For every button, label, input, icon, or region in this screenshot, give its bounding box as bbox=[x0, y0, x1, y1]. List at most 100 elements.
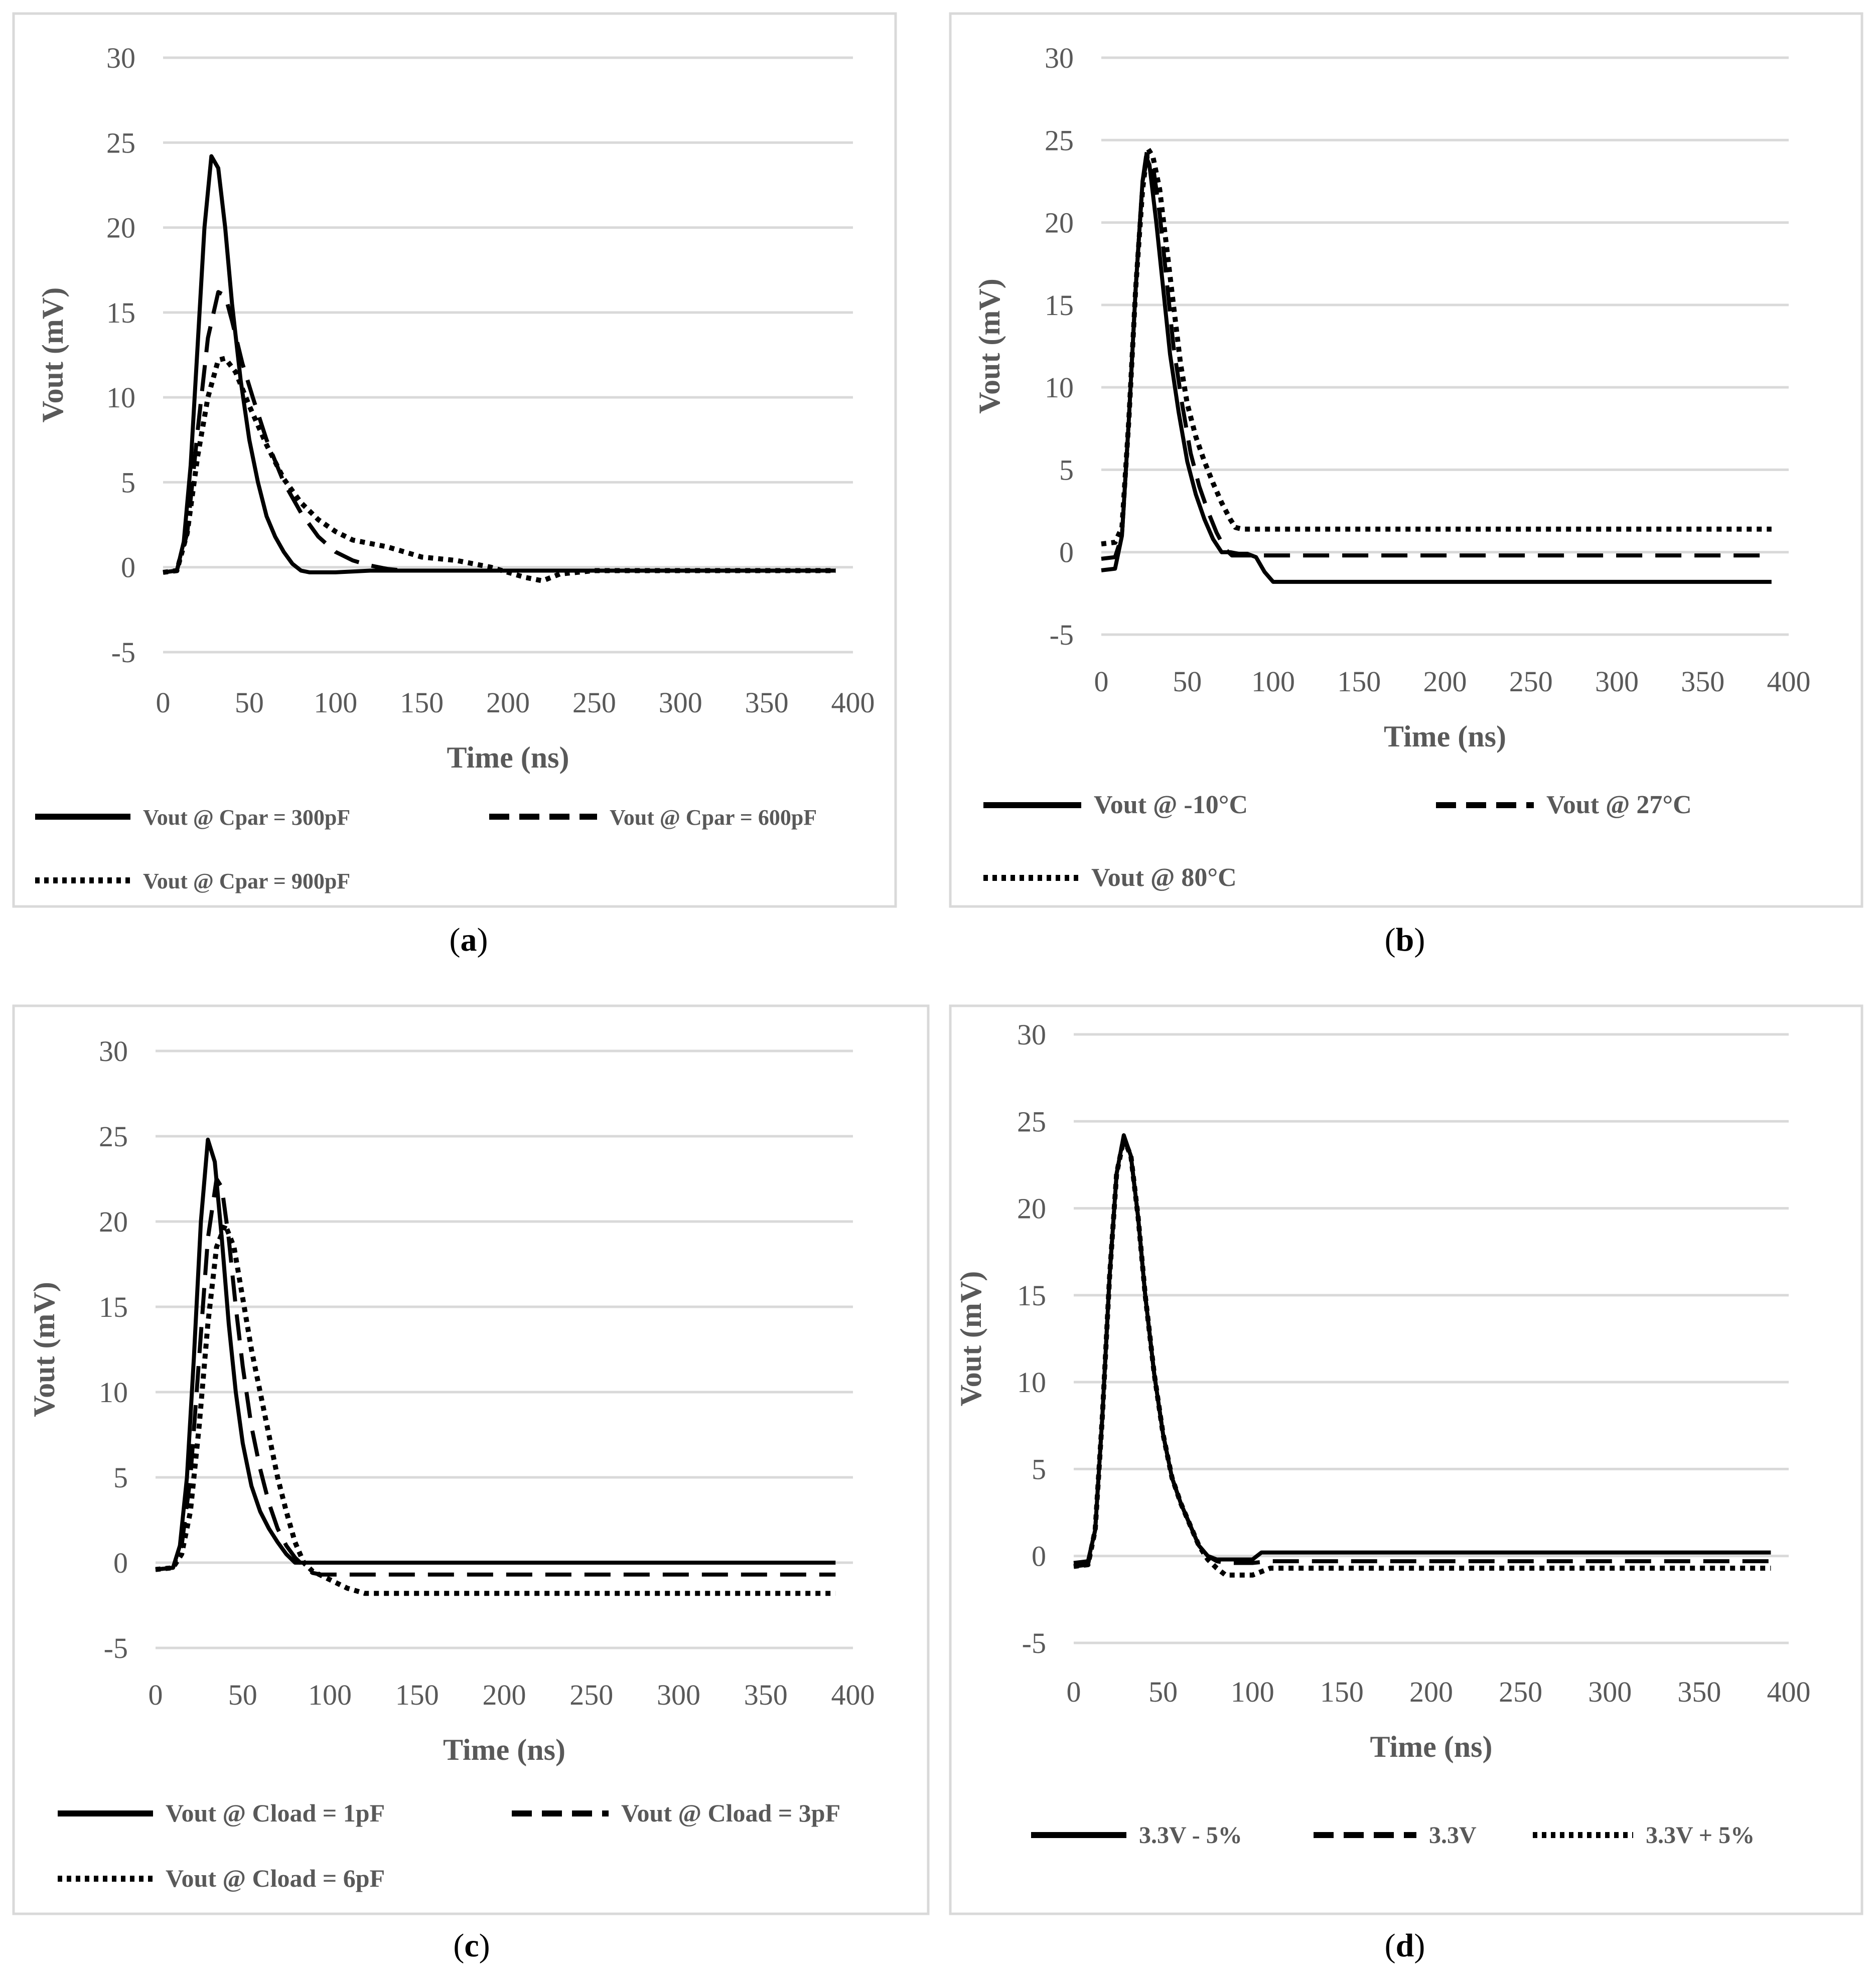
panel-c-x-tick-label: 100 bbox=[308, 1679, 352, 1711]
panel-d-caption-label: (d) bbox=[1385, 1927, 1425, 1964]
panel-b-legend-entry: Vout @ 80°C bbox=[1091, 863, 1237, 892]
panel-b-y-tick-label: 25 bbox=[1045, 124, 1074, 157]
panel-a-legend-entry: Vout @ Cpar = 900pF bbox=[143, 869, 350, 893]
panel-b-caption-label: (b) bbox=[1385, 922, 1425, 958]
panel-b-y-axis-title: Vout (mV) bbox=[973, 278, 1006, 413]
panel-a-x-axis-title: Time (ns) bbox=[447, 741, 569, 774]
panel-c-x-axis-title: Time (ns) bbox=[443, 1733, 565, 1766]
panel-d-y-tick-label: 25 bbox=[1017, 1105, 1046, 1138]
panel-b-x-tick-label: 400 bbox=[1767, 665, 1811, 698]
panel-d-y-axis-title: Vout (mV) bbox=[954, 1271, 987, 1406]
panel-d-y-tick-label: -5 bbox=[1022, 1627, 1046, 1659]
panel-a-y-tick-label: 0 bbox=[121, 551, 135, 584]
panel-b-x-tick-label: 350 bbox=[1681, 665, 1724, 698]
panel-b-y-tick-label: -5 bbox=[1050, 619, 1074, 651]
panel-d-series-dotted-line bbox=[1073, 1136, 1771, 1578]
panel-b-y-tick-label: 20 bbox=[1045, 207, 1074, 239]
panel-a-y-tick-label: 25 bbox=[106, 126, 135, 159]
panel-a-y-tick-label: 10 bbox=[106, 381, 135, 414]
panel-d-x-tick-label: 300 bbox=[1588, 1676, 1632, 1708]
panel-b-series-dotted-line bbox=[1101, 145, 1772, 547]
panel-d-frame bbox=[949, 1004, 1863, 1915]
panel-c-y-tick-label: -5 bbox=[104, 1632, 128, 1664]
panel-b-y-tick-label: 5 bbox=[1059, 453, 1074, 486]
panel-b-y-tick-label: 0 bbox=[1059, 536, 1074, 569]
panel-a-caption-label: (a) bbox=[450, 922, 488, 958]
panel-c-legend-entry: Vout @ Cload = 1pF bbox=[166, 1799, 385, 1827]
panel-c-x-tick-label: 0 bbox=[149, 1679, 163, 1711]
panel-a-series-dotted-line bbox=[163, 356, 836, 583]
panel-c-y-tick-label: 25 bbox=[99, 1120, 128, 1153]
panel-a-y-tick-label: -5 bbox=[111, 636, 135, 669]
panel-b-x-tick-label: 150 bbox=[1337, 665, 1381, 698]
panel-a-x-tick-label: 0 bbox=[156, 686, 171, 719]
panel-b-y-tick-label: 15 bbox=[1045, 289, 1074, 322]
panel-b-y-tick-label: 30 bbox=[1045, 42, 1074, 74]
panel-c-y-tick-label: 30 bbox=[99, 1035, 128, 1068]
panel-d-x-tick-label: 350 bbox=[1677, 1676, 1721, 1708]
panel-b-frame bbox=[949, 12, 1863, 908]
panel-b-x-tick-label: 50 bbox=[1173, 665, 1202, 698]
panel-c-x-tick-label: 400 bbox=[831, 1679, 875, 1711]
panel-d-y-tick-label: 30 bbox=[1017, 1018, 1046, 1051]
panel-d-y-tick-label: 15 bbox=[1017, 1279, 1046, 1312]
panel-d-legend-entry: 3.3V bbox=[1429, 1822, 1477, 1849]
panel-a-y-tick-label: 30 bbox=[106, 42, 135, 74]
panel-d-x-tick-label: 400 bbox=[1767, 1676, 1811, 1708]
panel-c-x-tick-label: 50 bbox=[228, 1679, 257, 1711]
panel-b-y-tick-label: 10 bbox=[1045, 371, 1074, 404]
panel-c-series-solid-line bbox=[155, 1137, 836, 1572]
panel-c-x-tick-label: 300 bbox=[657, 1679, 700, 1711]
panel-c-y-tick-label: 0 bbox=[113, 1547, 128, 1579]
panel-d-legend-entry: 3.3V + 5% bbox=[1646, 1822, 1755, 1849]
panel-a-x-tick-label: 100 bbox=[314, 686, 357, 719]
panel-d-x-tick-label: 50 bbox=[1148, 1676, 1178, 1708]
panel-d-y-tick-label: 20 bbox=[1017, 1192, 1046, 1225]
panel-d-y-tick-label: 0 bbox=[1032, 1540, 1046, 1573]
panel-a-y-tick-label: 5 bbox=[121, 466, 135, 499]
panel-c-y-tick-label: 5 bbox=[113, 1461, 128, 1494]
panel-d-legend-entry: 3.3V - 5% bbox=[1139, 1822, 1242, 1849]
panel-c-y-axis-title: Vout (mV) bbox=[28, 1282, 61, 1417]
panel-d-x-tick-label: 100 bbox=[1231, 1676, 1274, 1708]
panel-d-y-tick-label: 10 bbox=[1017, 1366, 1046, 1399]
panel-a-legend-entry: Vout @ Cpar = 600pF bbox=[610, 805, 817, 830]
panel-d-x-tick-label: 200 bbox=[1409, 1676, 1453, 1708]
panel-d-y-tick-label: 5 bbox=[1032, 1453, 1046, 1485]
panel-b-x-axis-title: Time (ns) bbox=[1384, 720, 1506, 753]
panel-d-x-axis-title: Time (ns) bbox=[1370, 1730, 1493, 1763]
panel-a-x-tick-label: 50 bbox=[235, 686, 264, 719]
panel-b-x-tick-label: 0 bbox=[1094, 665, 1109, 698]
panel-c-legend-entry: Vout @ Cload = 6pF bbox=[166, 1864, 385, 1892]
panel-b-x-tick-label: 300 bbox=[1595, 665, 1639, 698]
panel-d-x-tick-label: 150 bbox=[1320, 1676, 1364, 1708]
panel-b-x-tick-label: 100 bbox=[1251, 665, 1295, 698]
panel-a-frame bbox=[12, 12, 897, 908]
panel-c-caption-label: (c) bbox=[453, 1927, 490, 1964]
panel-b-x-tick-label: 250 bbox=[1509, 665, 1553, 698]
panel-c-x-tick-label: 200 bbox=[483, 1679, 526, 1711]
panel-c-x-tick-label: 250 bbox=[569, 1679, 613, 1711]
panel-a-x-tick-label: 300 bbox=[659, 686, 702, 719]
panel-c-y-tick-label: 20 bbox=[99, 1205, 128, 1238]
panel-a-y-tick-label: 20 bbox=[106, 212, 135, 244]
panel-a-y-axis-title: Vout (mV) bbox=[36, 287, 69, 422]
panel-c-x-tick-label: 350 bbox=[744, 1679, 788, 1711]
panel-a-y-tick-label: 15 bbox=[106, 296, 135, 329]
panel-a-x-tick-label: 250 bbox=[572, 686, 616, 719]
panel-c-frame bbox=[12, 1004, 930, 1915]
panel-a-x-tick-label: 350 bbox=[745, 686, 789, 719]
panel-a-x-tick-label: 400 bbox=[831, 686, 875, 719]
panel-a-x-tick-label: 150 bbox=[400, 686, 444, 719]
panel-d-x-tick-label: 250 bbox=[1499, 1676, 1542, 1708]
panel-c-y-tick-label: 10 bbox=[99, 1376, 128, 1409]
panel-d-x-tick-label: 0 bbox=[1067, 1676, 1081, 1708]
panel-a-x-tick-label: 200 bbox=[486, 686, 530, 719]
panel-a-legend-entry: Vout @ Cpar = 300pF bbox=[143, 805, 350, 830]
